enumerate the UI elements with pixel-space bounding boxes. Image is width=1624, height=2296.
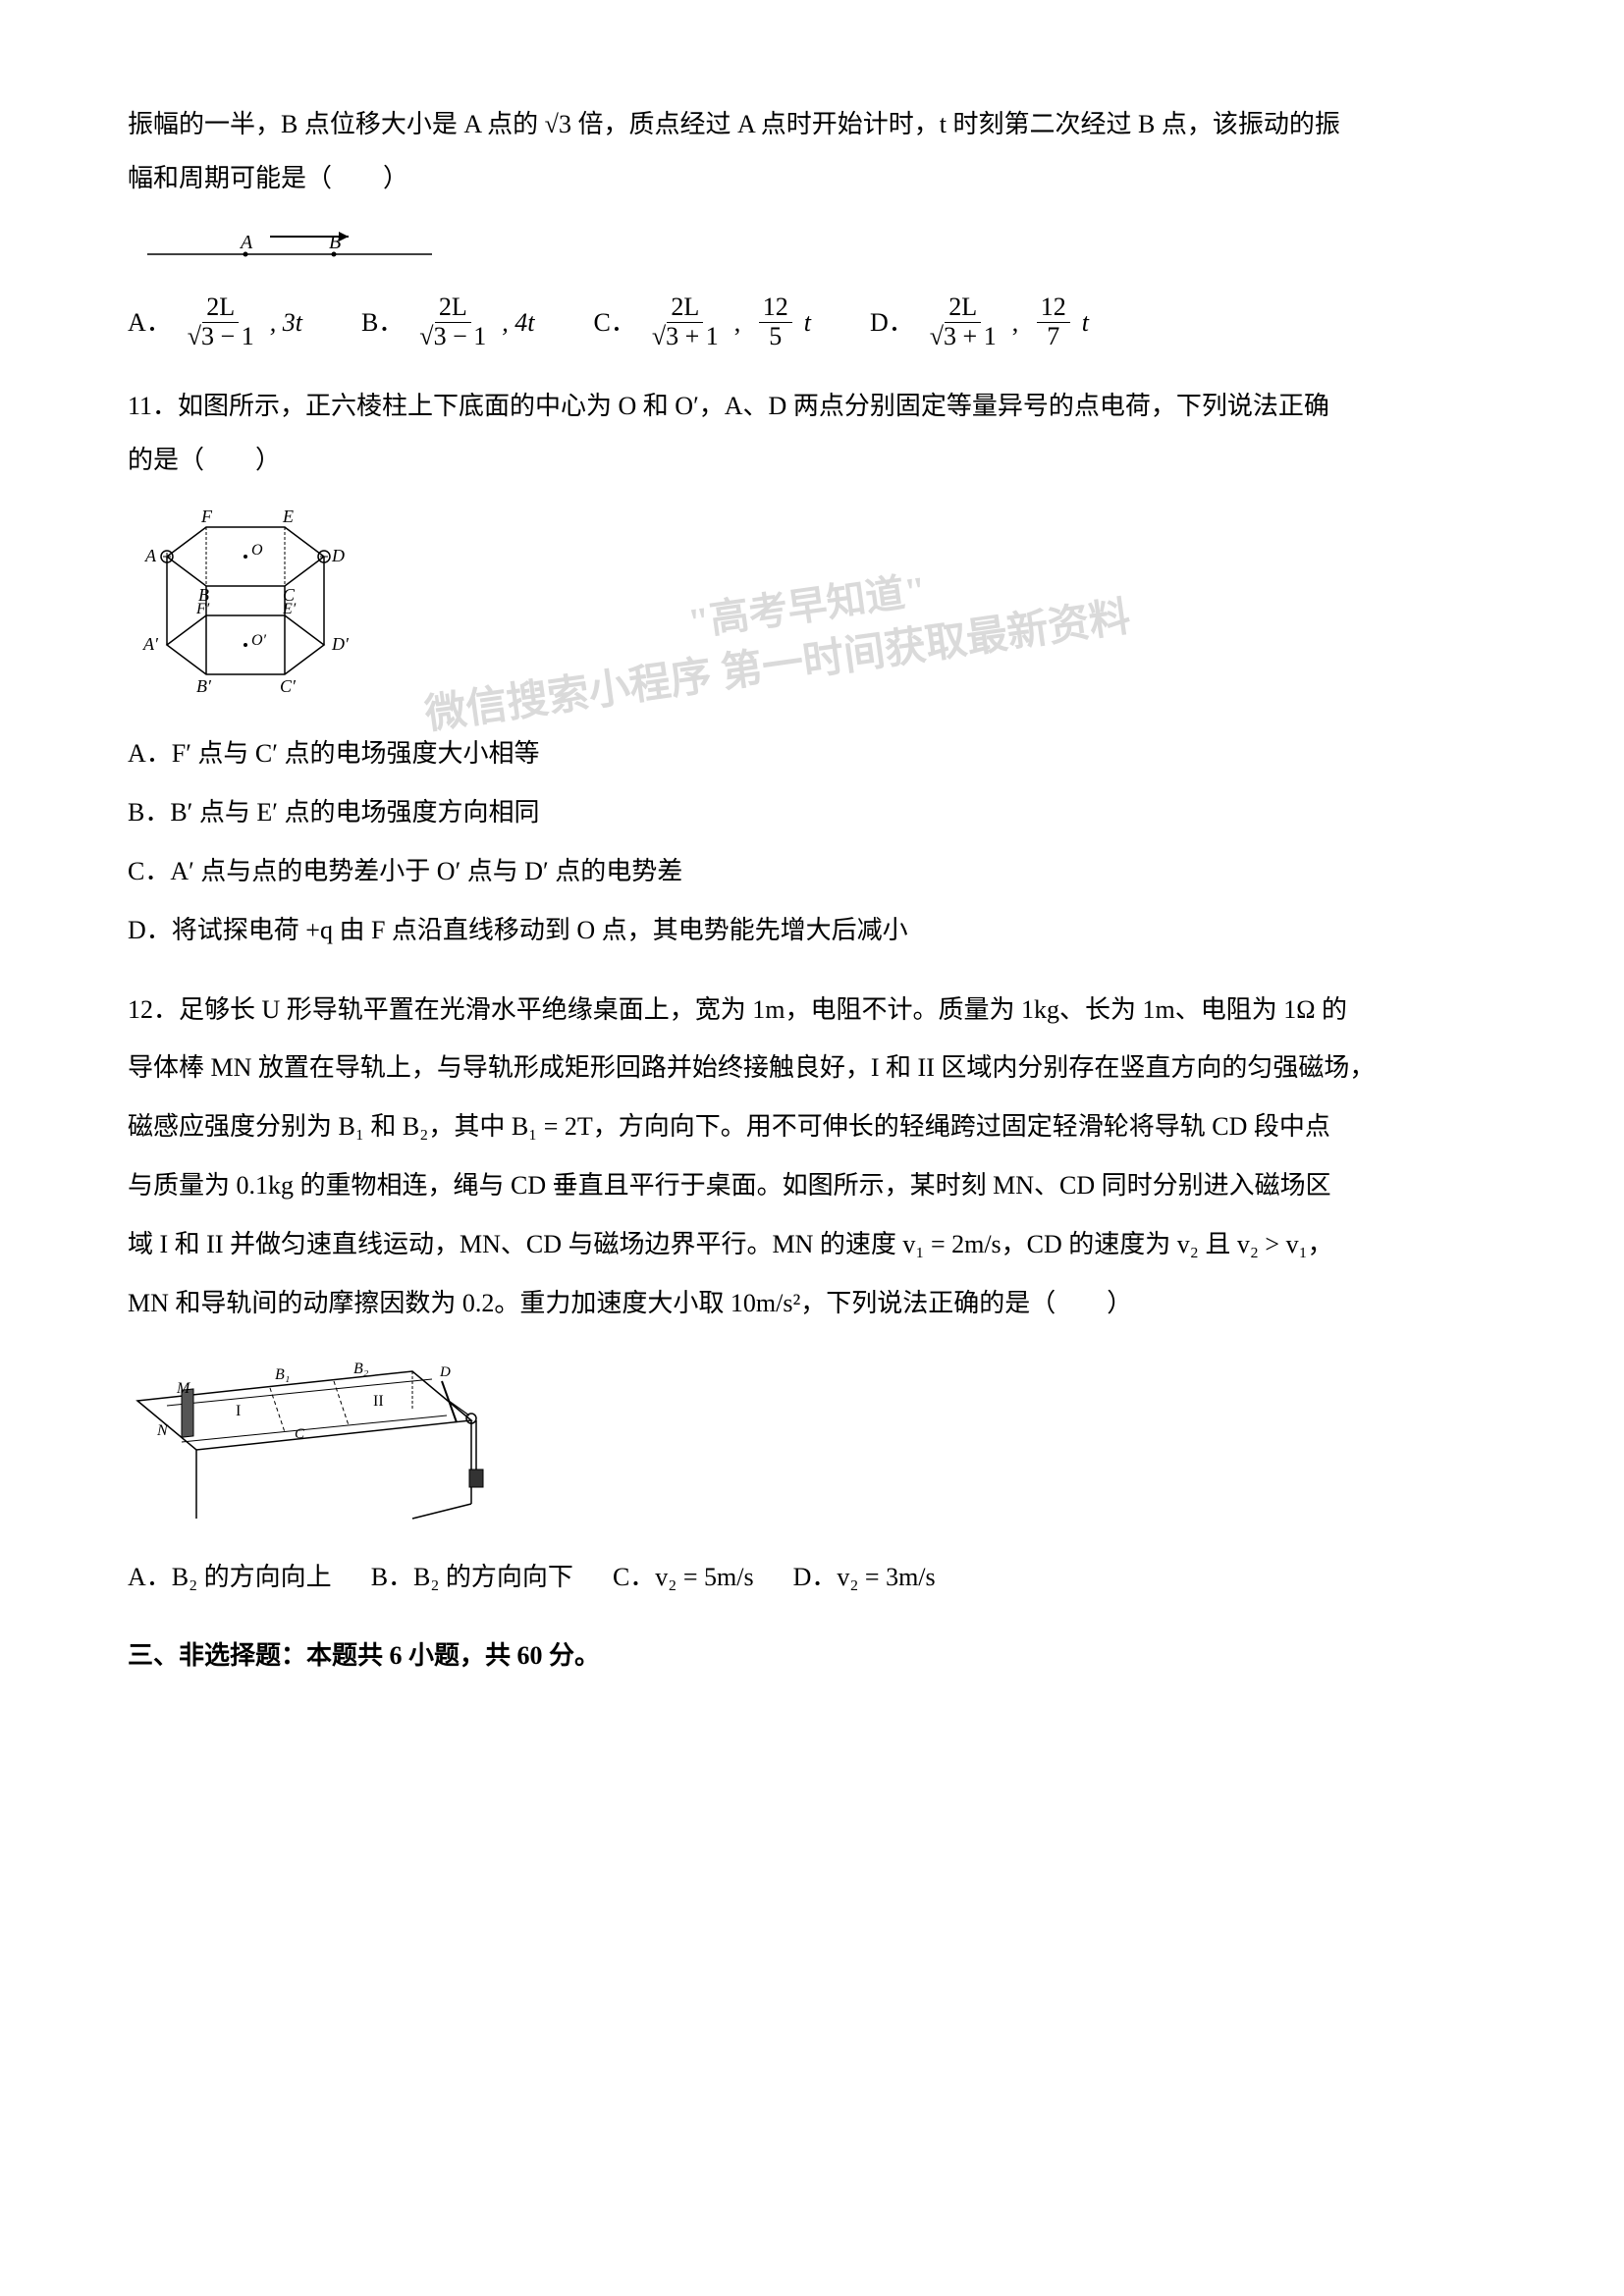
q12-p4: 与质量为 0.1kg 的重物相连，绳与 CD 垂直且平行于桌面。如图所示，某时刻… — [128, 1171, 1331, 1200]
q12-option-d: D．v₂ = 3m/s — [793, 1553, 936, 1601]
q10c-den2: 5 — [765, 323, 785, 351]
q11-choice-c: C．A′ 点与点的电势差小于 O′ 点与 D′ 点的电势差 — [128, 846, 1496, 897]
q12-option-b: B．B₂ 的方向向下 — [371, 1553, 573, 1601]
q11-choice-a: A．F′ 点与 C′ 点的电场强度大小相等 — [128, 728, 1496, 779]
q11-svg: F E A D B C O F′ E′ A′ D′ B′ C′ O′ — [128, 507, 383, 704]
section-3-header: 三、非选择题：本题共 6 小题，共 60 分。 — [128, 1631, 1496, 1680]
svg-text:D′: D′ — [331, 634, 350, 654]
q11-choices: A．F′ 点与 C′ 点的电场强度大小相等 B．B′ 点与 E′ 点的电场强度方… — [128, 728, 1496, 956]
q11-line2: 的是（ ） — [128, 446, 281, 474]
q12-option-a: A．B₂ 的方向向上 — [128, 1553, 332, 1601]
q11-choice-d: D．将试探电荷 +q 由 F 点沿直线移动到 O 点，其电势能先增大后减小 — [128, 905, 1496, 956]
q10-svg: A B — [128, 225, 452, 269]
q12-options: A．B₂ 的方向向上 B．B₂ 的方向向下 C．v₂ = 5m/s D．v₂ =… — [128, 1553, 1496, 1601]
q10a-den: √3 − 1 — [184, 323, 258, 351]
q10c-den: √3 + 1 — [648, 323, 723, 351]
q10-continuation: 振幅的一半，B 点位移大小是 A 点的 √3 倍，质点经过 A 点时开始计时，t… — [128, 98, 1496, 205]
q10-line1: 振幅的一半，B 点位移大小是 A 点的 √3 倍，质点经过 A 点时开始计时，t… — [128, 110, 1340, 138]
svg-text:M: M — [176, 1380, 191, 1397]
q10-option-d: D． 2L √3 + 1 , 12 7 t — [870, 294, 1089, 350]
q10a-rest: , 3t — [270, 298, 302, 347]
q10-diagram: A B — [128, 225, 1496, 269]
q10-options: A． 2L √3 − 1 , 3t B． 2L √3 − 1 , 4t C． 2… — [128, 294, 1496, 350]
svg-text:D: D — [439, 1364, 451, 1380]
svg-text:B′: B′ — [196, 676, 212, 696]
svg-text:I: I — [236, 1403, 241, 1419]
svg-text:C: C — [295, 1426, 305, 1442]
q10b-num: 2L — [435, 294, 471, 323]
q11-choice-b: B．B′ 点与 E′ 点的电场强度方向相同 — [128, 787, 1496, 838]
svg-text:F: F — [200, 507, 213, 526]
q11-line1: 11．如图所示，正六棱柱上下底面的中心为 O 和 O′，A、D 两点分别固定等量… — [128, 392, 1329, 420]
svg-text:C′: C′ — [280, 676, 297, 696]
q10a-num: 2L — [202, 294, 239, 323]
q12-p6: MN 和导轨间的动摩擦因数为 0.2。重力加速度大小取 10m/s²，下列说法正… — [128, 1289, 1132, 1317]
q12-svg: M N B₁ B₂ I II C D — [128, 1352, 501, 1528]
svg-text:D: D — [331, 546, 345, 565]
q12-p1: 12．足够长 U 形导轨平置在光滑水平绝缘桌面上，宽为 1m，电阻不计。质量为 … — [128, 995, 1347, 1024]
q12-p5: 域 I 和 II 并做匀速直线运动，MN、CD 与磁场边界平行。MN 的速度 v… — [128, 1230, 1333, 1258]
q11-stem: 11．如图所示，正六棱柱上下底面的中心为 O 和 O′，A、D 两点分别固定等量… — [128, 380, 1496, 487]
q10b-den: √3 − 1 — [415, 323, 490, 351]
svg-text:B₁: B₁ — [275, 1366, 290, 1383]
svg-text:E′: E′ — [282, 601, 297, 617]
svg-text:N: N — [156, 1422, 169, 1439]
q10c-suffix: t — [804, 298, 811, 347]
svg-text:A′: A′ — [142, 634, 159, 654]
q12-p2: 导体棒 MN 放置在导轨上，与导轨形成矩形回路并始终接触良好，I 和 II 区域… — [128, 1053, 1375, 1082]
svg-text:B₂: B₂ — [353, 1361, 369, 1377]
q10d-den: √3 + 1 — [926, 323, 1001, 351]
q10-option-a: A． 2L √3 − 1 , 3t — [128, 294, 302, 350]
svg-text:A: A — [239, 232, 253, 253]
q12-option-c: C．v₂ = 5m/s — [613, 1553, 754, 1601]
svg-text:E: E — [282, 507, 294, 526]
svg-text:II: II — [373, 1393, 384, 1410]
svg-text:O′: O′ — [251, 632, 267, 649]
q10d-den2: 7 — [1043, 323, 1063, 351]
svg-text:F′: F′ — [195, 601, 210, 617]
q10d-num: 2L — [945, 294, 981, 323]
q11-diagram: F E A D B C O F′ E′ A′ D′ B′ C′ O′ — [128, 507, 1496, 704]
q12-p3: 磁感应强度分别为 B₁ 和 B₂，其中 B₁ = 2T，方向向下。用不可伸长的轻… — [128, 1112, 1330, 1141]
q10d-suffix: t — [1082, 298, 1089, 347]
q10c-num2: 12 — [759, 294, 792, 323]
q10c-num: 2L — [667, 294, 703, 323]
q10b-rest: , 4t — [502, 298, 534, 347]
svg-text:O: O — [251, 542, 263, 559]
q10-line2: 幅和周期可能是（ ） — [128, 164, 408, 192]
q12-stem: 12．足够长 U 形导轨平置在光滑水平绝缘桌面上，宽为 1m，电阻不计。质量为 … — [128, 981, 1496, 1333]
q10d-num2: 12 — [1037, 294, 1070, 323]
svg-text:A: A — [144, 546, 157, 565]
q12-diagram: M N B₁ B₂ I II C D — [128, 1352, 1496, 1528]
q10-option-c: C． 2L √3 + 1 , 12 5 t — [593, 294, 811, 350]
q10-option-b: B． 2L √3 − 1 , 4t — [361, 294, 535, 350]
